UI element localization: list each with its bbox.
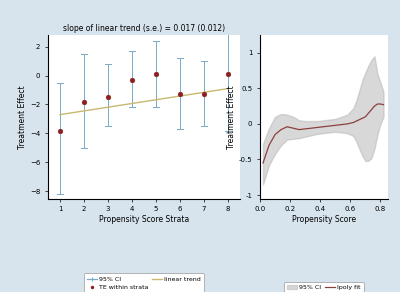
X-axis label: Propensity Score: Propensity Score [292, 215, 356, 224]
Point [153, 72, 159, 77]
Point [105, 95, 111, 100]
Y-axis label: Treatment Effect: Treatment Effect [227, 85, 236, 149]
X-axis label: Propensity Score Strata: Propensity Score Strata [99, 215, 189, 224]
Point [129, 78, 135, 82]
Legend: 95% CI, TE within strata, linear trend: 95% CI, TE within strata, linear trend [84, 273, 204, 292]
Point [57, 128, 63, 133]
Title: slope of linear trend (s.e.) = 0.017 (0.012): slope of linear trend (s.e.) = 0.017 (0.… [63, 24, 225, 33]
Y-axis label: Treatment Effect: Treatment Effect [18, 85, 27, 149]
Point [81, 99, 87, 104]
Point [201, 92, 207, 97]
Point [225, 72, 231, 77]
Legend: 95% CI, lpoly fit: 95% CI, lpoly fit [284, 282, 364, 292]
Point [177, 92, 183, 97]
